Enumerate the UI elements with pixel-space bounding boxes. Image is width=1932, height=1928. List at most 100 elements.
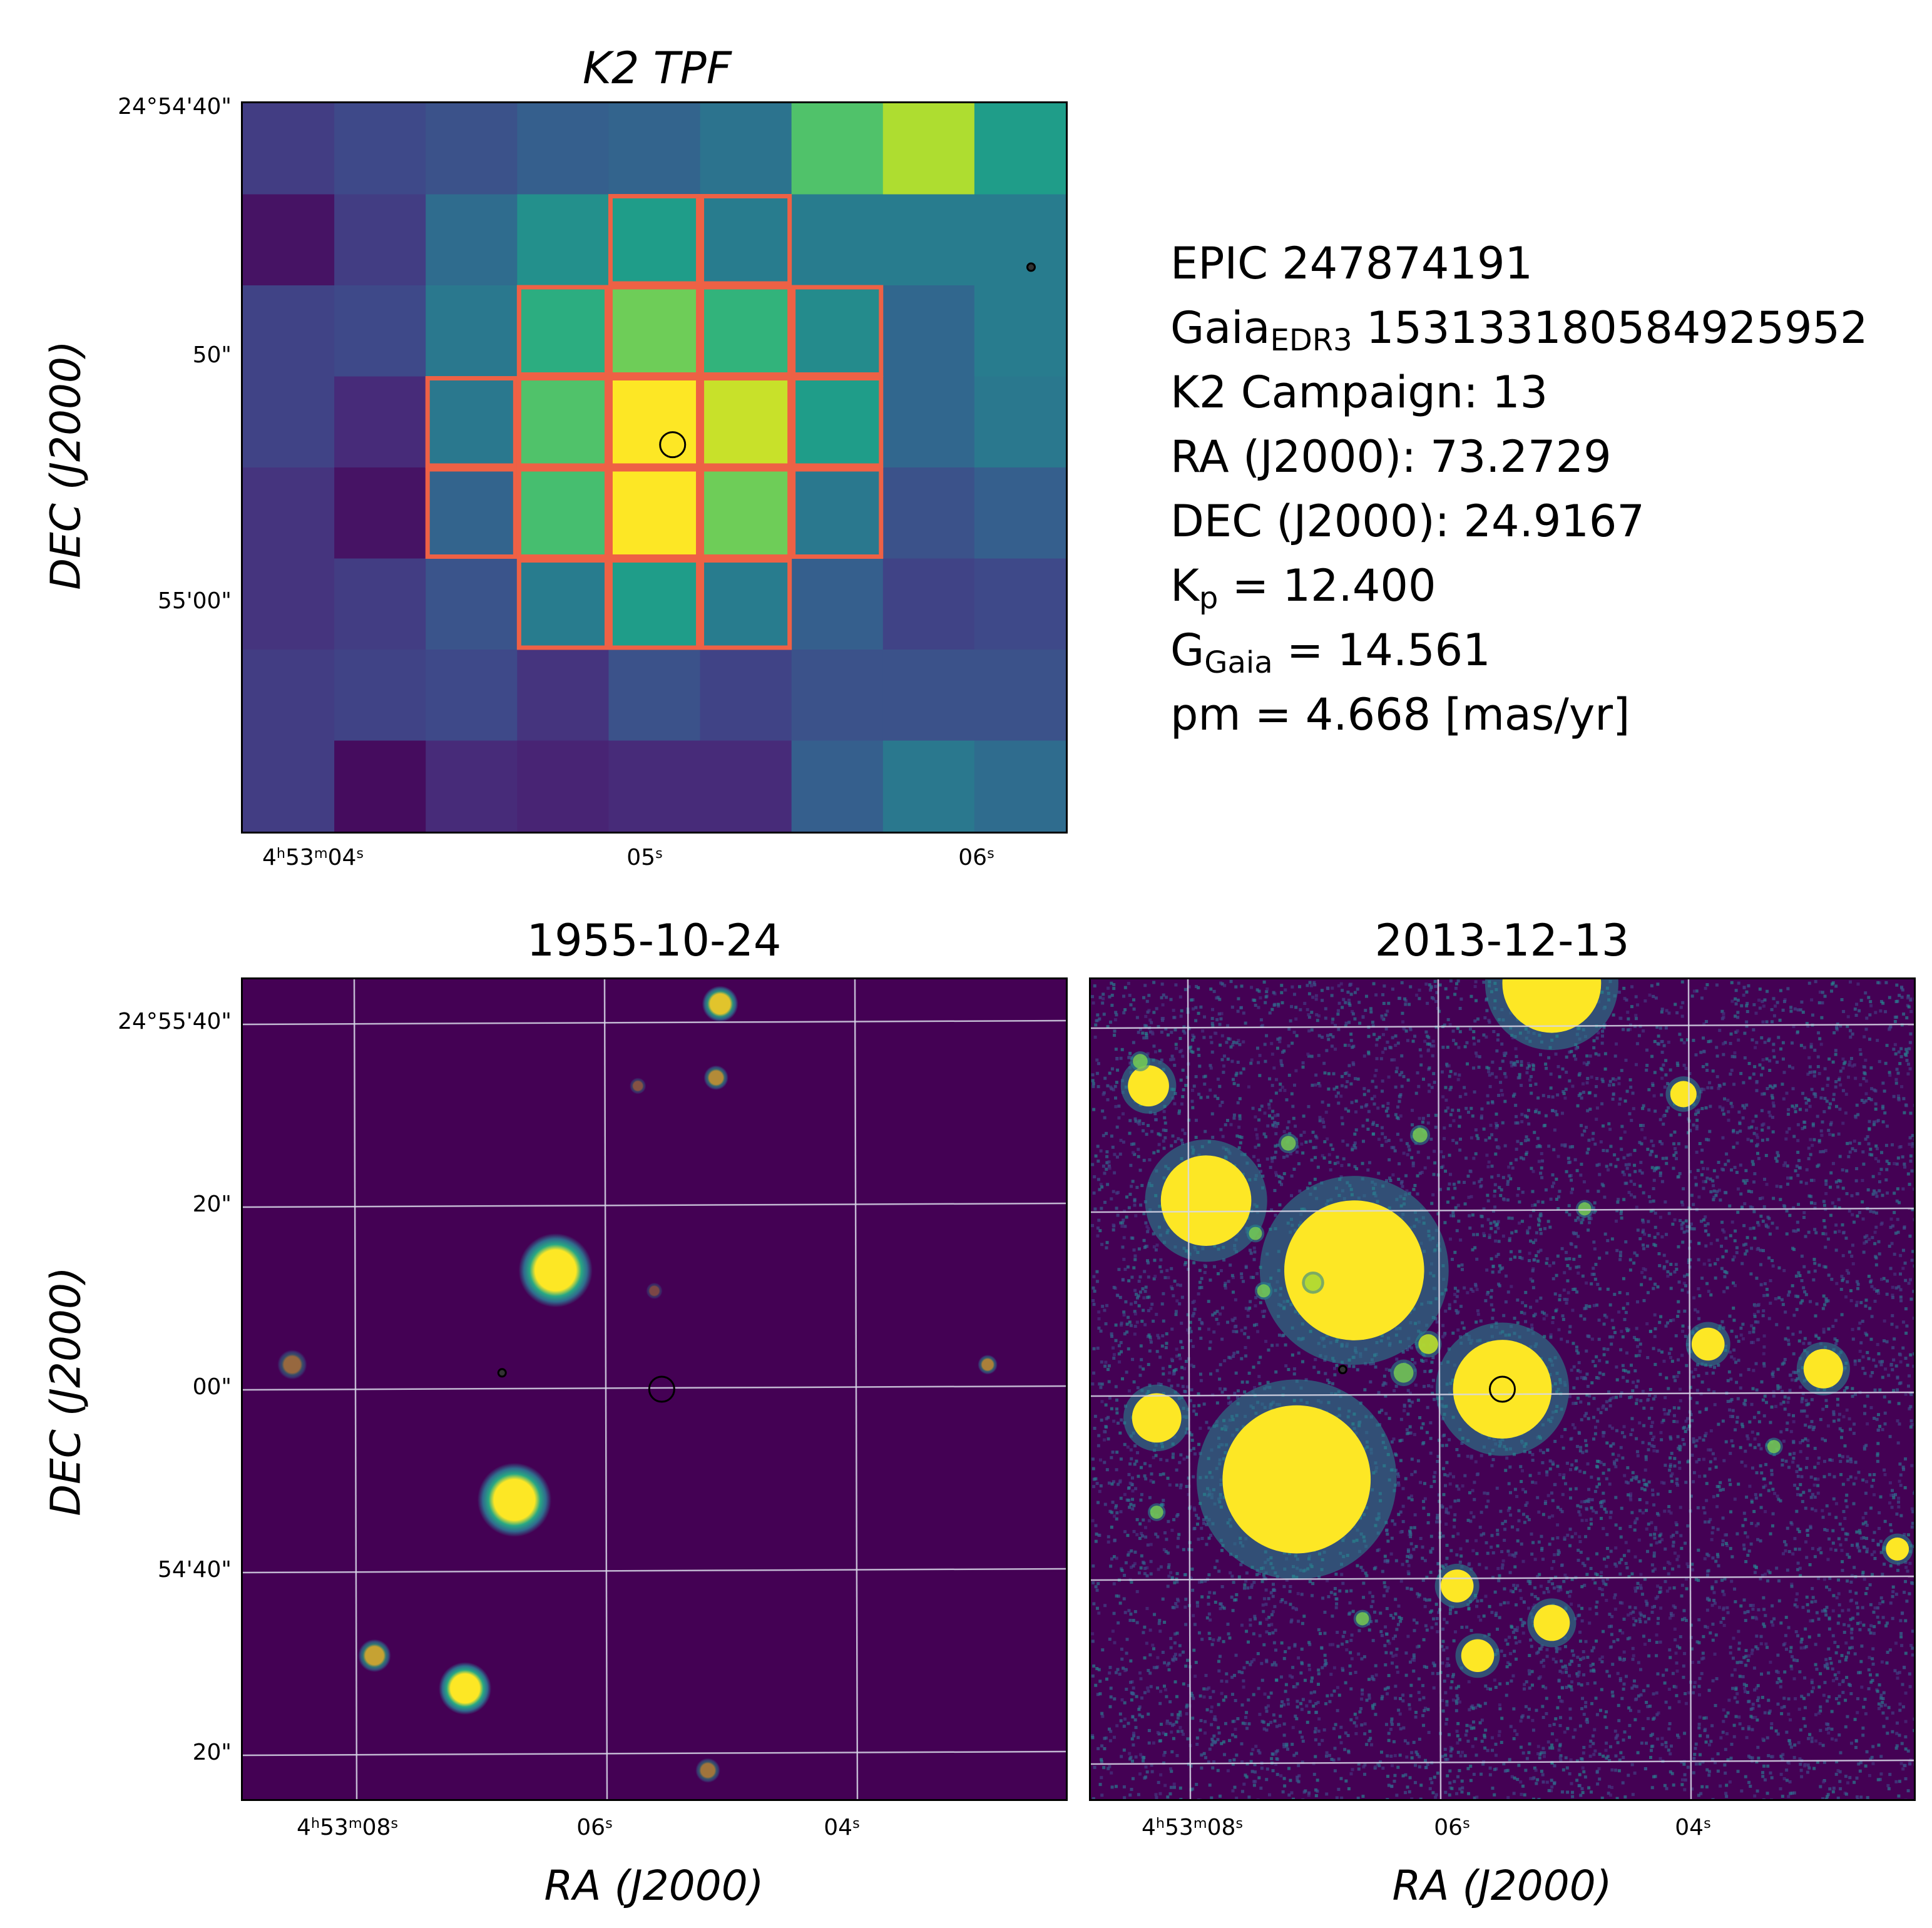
aperture-pixel bbox=[516, 467, 609, 559]
tpf-pixel bbox=[974, 467, 1066, 559]
star-source bbox=[1304, 1274, 1322, 1291]
star-source bbox=[477, 1462, 552, 1538]
grid-line bbox=[1091, 1023, 1914, 1029]
poss1-xtick-2: 04s bbox=[824, 1815, 860, 1840]
aperture-pixel bbox=[425, 376, 518, 468]
tpf-pixel bbox=[700, 558, 792, 650]
tpf-pixel bbox=[426, 194, 518, 286]
ps1-xlabel: RA (J2000) bbox=[1392, 1862, 1612, 1910]
tpf-ylabel: DEC (J2000) bbox=[41, 340, 90, 590]
aperture-pixel bbox=[608, 285, 701, 377]
tpf-pixel bbox=[334, 103, 426, 195]
neighbor-marker bbox=[1026, 262, 1036, 272]
star-source bbox=[1222, 1405, 1371, 1554]
neighbor-marker bbox=[497, 1368, 507, 1378]
tpf-pixel bbox=[426, 740, 518, 832]
star-source bbox=[1132, 1393, 1182, 1443]
tpf-pixel bbox=[791, 194, 884, 286]
tpf-pixel bbox=[243, 740, 335, 832]
grid-line bbox=[1091, 1391, 1914, 1397]
target-marker bbox=[1489, 1375, 1516, 1403]
tpf-pixel bbox=[974, 558, 1066, 650]
tpf-pixel bbox=[517, 285, 609, 377]
tpf-pixel bbox=[334, 376, 426, 468]
tpf-pixel bbox=[243, 376, 335, 468]
star-source bbox=[1356, 1612, 1369, 1626]
tpf-pixel bbox=[700, 103, 792, 195]
tpf-pixel bbox=[791, 103, 884, 195]
tpf-pixel bbox=[426, 285, 518, 377]
star-source bbox=[518, 1233, 593, 1308]
tpf-pixel bbox=[791, 740, 884, 832]
tpf-pixel bbox=[700, 376, 792, 468]
tpf-ytick-2: 55'00" bbox=[157, 588, 232, 614]
poss1-image bbox=[243, 979, 1066, 1799]
tpf-pixel bbox=[608, 285, 701, 377]
aperture-pixel bbox=[516, 376, 609, 468]
poss1-ytick-3: 54'40" bbox=[157, 1557, 232, 1583]
star-source bbox=[630, 1078, 647, 1094]
tpf-pixel bbox=[882, 103, 975, 195]
aperture-pixel bbox=[516, 558, 609, 650]
tpf-pixel bbox=[334, 650, 426, 741]
coordinate-grid bbox=[1091, 979, 1914, 1799]
tpf-pixel bbox=[608, 376, 701, 468]
star-source bbox=[1249, 1227, 1262, 1240]
target-marker bbox=[648, 1375, 675, 1403]
ps1-image bbox=[1091, 979, 1914, 1799]
tpf-heatmap bbox=[243, 103, 1066, 832]
star-source bbox=[1133, 1054, 1148, 1069]
tpf-pixel bbox=[882, 376, 975, 468]
poss1-ytick-0: 24°55'40" bbox=[118, 1009, 232, 1034]
star-source bbox=[1767, 1440, 1781, 1454]
tpf-pixel bbox=[791, 650, 884, 741]
tpf-pixel bbox=[608, 194, 701, 286]
grid-line bbox=[1187, 979, 1192, 1799]
star-source bbox=[978, 1354, 998, 1375]
tpf-pixel bbox=[517, 467, 609, 559]
grid-line bbox=[854, 979, 859, 1799]
tpf-title: K2 TPF bbox=[583, 43, 732, 94]
aperture-pixel bbox=[700, 194, 792, 286]
info-gaia: GaiaEDR3 153133180584925952 bbox=[1170, 302, 1868, 358]
tpf-pixel bbox=[608, 650, 701, 741]
poss1-ylabel: DEC (J2000) bbox=[41, 1267, 90, 1516]
aperture-pixel bbox=[791, 467, 884, 559]
ps1-xtick-2: 04s bbox=[1675, 1815, 1711, 1840]
star-source bbox=[1393, 1363, 1414, 1383]
tpf-xtick-2: 06s bbox=[958, 845, 994, 870]
poss1-title: 1955-10-24 bbox=[526, 915, 782, 966]
tpf-pixel bbox=[974, 285, 1066, 377]
grid-line bbox=[243, 1750, 1066, 1757]
tpf-pixel bbox=[882, 467, 975, 559]
grid-line bbox=[603, 979, 608, 1799]
tpf-pixel bbox=[700, 285, 792, 377]
tpf-pixel bbox=[334, 740, 426, 832]
tpf-pixel bbox=[700, 194, 792, 286]
star-source bbox=[1886, 1538, 1909, 1561]
star-source bbox=[1160, 1155, 1252, 1247]
grid-line bbox=[1091, 1759, 1914, 1765]
ps1-xtick-1: 06s bbox=[1434, 1815, 1470, 1840]
tpf-pixel bbox=[700, 650, 792, 741]
star-source bbox=[1150, 1505, 1163, 1519]
tpf-pixel bbox=[791, 467, 884, 559]
info-pm: pm = 4.668 [mas/yr] bbox=[1170, 689, 1630, 740]
info-kp: Kp = 12.400 bbox=[1170, 560, 1436, 616]
aperture-pixel bbox=[791, 376, 884, 468]
tpf-pixel bbox=[882, 558, 975, 650]
coordinate-grid bbox=[243, 979, 1066, 1799]
tpf-pixel bbox=[243, 194, 335, 286]
tpf-pixel bbox=[517, 558, 609, 650]
star-source bbox=[1440, 1569, 1474, 1603]
grid-line bbox=[243, 1202, 1066, 1208]
star-source bbox=[1453, 1340, 1552, 1439]
tpf-pixel bbox=[517, 103, 609, 195]
tpf-pixel bbox=[517, 194, 609, 286]
tpf-pixel bbox=[608, 103, 701, 195]
tpf-xtick-0: 4h53m04s bbox=[262, 845, 364, 870]
star-source bbox=[1284, 1200, 1424, 1340]
star-source bbox=[1533, 1604, 1570, 1641]
poss1-xlabel: RA (J2000) bbox=[544, 1862, 764, 1910]
star-source bbox=[1257, 1284, 1270, 1298]
